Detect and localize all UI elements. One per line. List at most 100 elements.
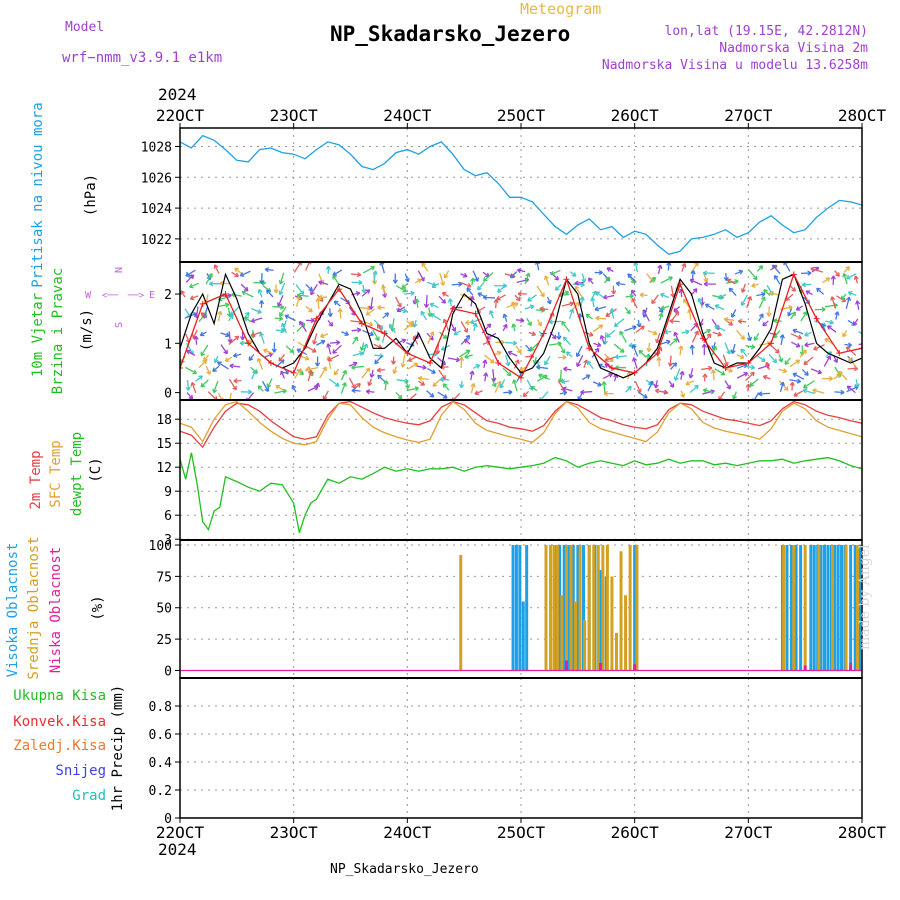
wind-arrow-head <box>208 273 213 277</box>
wind-arrow <box>780 334 784 346</box>
wind-arrow-head <box>217 310 222 315</box>
wind-arrow <box>260 332 265 344</box>
wind-arrow-head <box>846 296 850 301</box>
wind-arrow-head <box>539 307 544 312</box>
wind-arrow <box>470 383 475 394</box>
wind-arrow <box>731 309 737 318</box>
wind-arrow <box>360 307 371 310</box>
wind-arrow <box>380 262 385 274</box>
wind-arrow <box>583 359 588 368</box>
wind-arrow-head <box>316 362 321 367</box>
wind-arrow-head <box>414 298 418 303</box>
wind-arrow-head <box>255 369 259 374</box>
wind-arrow-head <box>393 370 398 374</box>
wind-arrow-head <box>460 384 465 389</box>
chart-title: Meteogram <box>520 0 602 18</box>
wind-arrow <box>229 364 241 368</box>
wind-arrow-head <box>310 292 315 296</box>
wind-arrow-head <box>598 381 602 386</box>
wind-arrow-head <box>507 351 512 356</box>
wind-arrow-head <box>200 353 206 357</box>
wind-arrow <box>731 343 736 354</box>
x-tick-label-top: 25OCT <box>497 106 546 125</box>
wind-arrow <box>205 366 211 375</box>
wind-arrow-head <box>792 329 796 334</box>
wind-arrow-head <box>439 379 444 383</box>
wind-arrow-head <box>483 372 487 377</box>
wind-arrow-head <box>358 279 363 284</box>
x-tick-label-bottom: 28OCT <box>838 823 887 842</box>
wind-arrow <box>217 393 223 400</box>
wind-arrow-head <box>436 350 441 355</box>
wind-arrow-head <box>256 358 259 363</box>
wind-arrow <box>604 353 614 362</box>
wind-arrow <box>768 306 770 317</box>
wind-arrow <box>784 357 791 365</box>
wind-arrow-head <box>365 289 370 292</box>
wind-arrow-head <box>496 380 501 385</box>
wind-arrow-head <box>791 311 796 315</box>
temp-sfc-axis-label: SFC Temp <box>48 440 64 507</box>
wind-arrow-head <box>779 334 784 339</box>
wind-arrow <box>395 285 407 293</box>
wind-arrow-head <box>797 342 801 347</box>
wind-arrow <box>568 309 574 319</box>
wind-arrow <box>277 295 284 307</box>
wind-arrow <box>332 269 343 276</box>
wind-arrow <box>740 348 748 357</box>
wind-arrow <box>406 320 414 328</box>
cloud_high-bar <box>571 545 575 671</box>
cloud_mid-bar <box>619 551 623 671</box>
wind-arrow-head <box>372 270 377 275</box>
wind-arrow <box>351 328 361 332</box>
cloud_high-bar <box>633 545 637 671</box>
wind-arrow <box>472 270 479 282</box>
wind-arrow <box>536 366 549 370</box>
wind-gust-marker <box>313 315 320 322</box>
wind-arrow <box>318 281 329 286</box>
wind-arrow-head <box>604 340 608 345</box>
wind-arrow-head <box>557 341 562 344</box>
wind-arrow <box>299 321 307 332</box>
compass-west-label: W <box>85 290 92 301</box>
wind-arrow-head <box>518 296 521 301</box>
wind-compass: N W E S <── ──> <box>85 267 155 328</box>
wind-arrow <box>328 378 340 387</box>
wind-arrow-head <box>592 290 597 294</box>
wind-arrow-head <box>818 369 822 374</box>
wind-arrow <box>360 342 365 351</box>
wind-arrow <box>594 306 607 311</box>
wind-arrow-head <box>277 303 282 307</box>
wind-arrow-head <box>569 308 574 313</box>
wind-panel: 0 1 2 <box>164 261 863 402</box>
wind-arrow-head <box>827 351 832 354</box>
wind-arrow-head <box>614 325 619 328</box>
wind-arrow-head <box>678 288 682 294</box>
x-tick-label-top: 27OCT <box>724 106 773 125</box>
wind-arrow <box>489 310 494 319</box>
wind-arrow-head <box>595 317 600 321</box>
wind-arrow-head <box>418 377 422 382</box>
wind-arrow <box>283 366 289 375</box>
wind-arrow <box>370 369 374 378</box>
wind-arrow <box>218 303 230 307</box>
wind-arrow <box>227 307 231 317</box>
wind-arrow <box>341 331 349 336</box>
wind-arrow-head <box>658 312 663 317</box>
wind-arrow <box>408 356 417 362</box>
wind-arrow-head <box>187 386 191 391</box>
wind-arrow-head <box>536 366 540 370</box>
wind-arrow <box>848 291 857 296</box>
x-tick-label-top: 24OCT <box>383 106 432 125</box>
wind-arrow <box>504 341 517 344</box>
wind-arrow-head <box>802 311 807 315</box>
temperature-data <box>180 400 862 533</box>
wind-arrow-head <box>263 349 267 354</box>
wind-arrow-head <box>747 296 752 300</box>
wind-arrow-head <box>674 377 679 381</box>
wind-arrow <box>634 380 642 393</box>
cloud_high-bar <box>799 545 803 671</box>
wind-arrow-head <box>403 308 408 312</box>
wind-arrow <box>758 392 770 395</box>
wind-arrow-head <box>378 344 383 349</box>
